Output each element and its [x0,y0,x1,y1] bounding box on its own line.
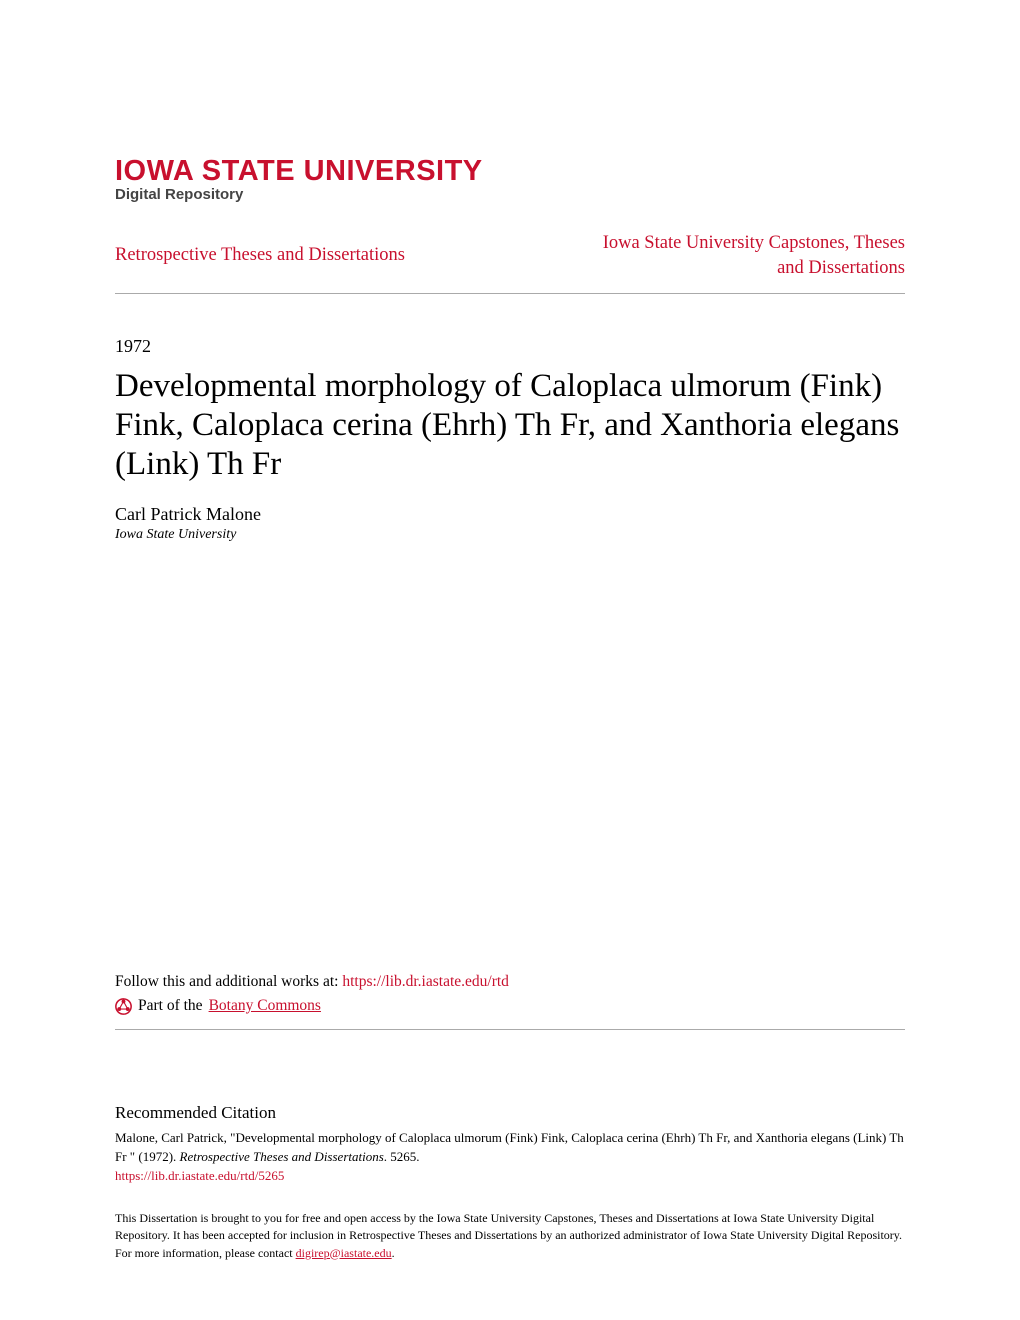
citation-series-title: Retrospective Theses and Dissertations [180,1149,384,1164]
part-of-line: Part of the Botany Commons [115,997,905,1030]
author-name: Carl Patrick Malone [115,504,905,525]
follow-prefix: Follow this and additional works at: [115,973,342,990]
citation-body: Malone, Carl Patrick, "Developmental mor… [115,1129,905,1185]
citation-heading: Recommended Citation [115,1103,905,1123]
author-affiliation: Iowa State University [115,527,905,543]
collection-link-right[interactable]: Iowa State University Capstones, Theses … [585,231,905,281]
follow-url-link[interactable]: https://lib.dr.iastate.edu/rtd [342,973,509,990]
part-of-prefix: Part of the [138,997,203,1015]
citation-text-end: . 5265. [384,1149,420,1164]
network-icon [115,998,132,1015]
commons-link[interactable]: Botany Commons [209,997,321,1015]
follow-works-line: Follow this and additional works at: htt… [115,973,905,991]
document-title: Developmental morphology of Caloplaca ul… [115,367,905,484]
footer-period: . [392,1246,395,1260]
logo-subtitle: Digital Repository [115,186,905,203]
footer-body-text: This Dissertation is brought to you for … [115,1211,902,1260]
institution-logo: IOWA STATE UNIVERSITY Digital Repository [115,155,905,203]
logo-main-text: IOWA STATE UNIVERSITY [115,155,905,188]
contact-email-link[interactable]: digirep@iastate.edu [296,1246,392,1260]
citation-section: Recommended Citation Malone, Carl Patric… [115,1103,905,1185]
publication-year: 1972 [115,336,905,357]
citation-permalink[interactable]: https://lib.dr.iastate.edu/rtd/5265 [115,1167,905,1185]
collection-link-left[interactable]: Retrospective Theses and Dissertations [115,245,405,266]
footer-disclaimer: This Dissertation is brought to you for … [115,1210,905,1262]
header-navigation: Retrospective Theses and Dissertations I… [115,231,905,294]
follow-section: Follow this and additional works at: htt… [115,973,905,1030]
